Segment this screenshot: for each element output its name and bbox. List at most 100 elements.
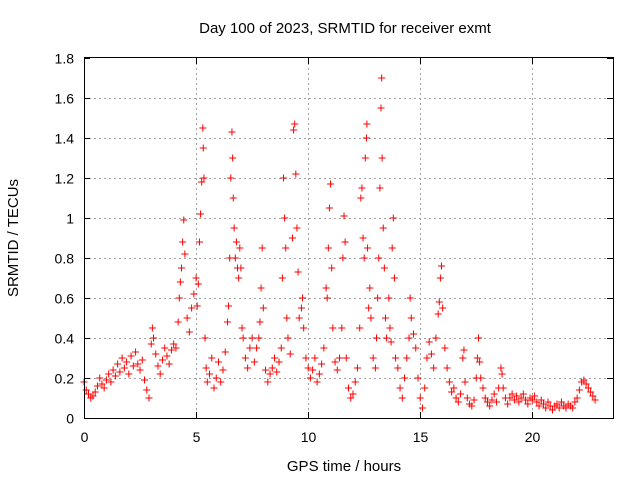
data-point	[403, 354, 411, 362]
data-point	[580, 376, 588, 384]
data-point	[105, 370, 113, 378]
data-point	[134, 360, 142, 368]
data-point	[362, 134, 370, 142]
data-point	[410, 330, 418, 338]
data-point	[304, 364, 312, 372]
y-axis-label: SRMTID / TECUs	[5, 179, 22, 297]
y-tick-label: 0	[66, 411, 74, 427]
data-point	[537, 396, 545, 404]
data-point	[266, 370, 274, 378]
data-point	[513, 392, 521, 400]
data-point	[302, 354, 310, 362]
data-point	[329, 324, 337, 332]
data-point	[174, 318, 182, 326]
data-point	[571, 398, 579, 406]
data-point	[257, 284, 265, 292]
data-point	[127, 352, 135, 360]
data-point	[562, 404, 570, 412]
data-point	[172, 344, 180, 352]
data-point	[179, 238, 187, 246]
data-point	[517, 394, 525, 402]
data-point	[178, 264, 186, 272]
data-point	[141, 376, 149, 384]
data-point	[406, 294, 414, 302]
data-point	[338, 324, 346, 332]
data-point	[212, 374, 220, 382]
data-point	[185, 328, 193, 336]
data-point	[148, 324, 156, 332]
data-point	[340, 212, 348, 220]
data-point	[553, 400, 561, 408]
data-point	[385, 294, 393, 302]
data-point	[229, 154, 237, 162]
data-point	[214, 358, 222, 366]
data-point	[256, 318, 264, 326]
data-point	[235, 274, 243, 282]
data-point	[369, 354, 377, 362]
data-point	[167, 346, 175, 354]
data-point	[91, 388, 99, 396]
data-point	[398, 394, 406, 402]
data-point	[322, 284, 330, 292]
data-point	[531, 392, 539, 400]
data-point	[468, 402, 476, 410]
data-point	[315, 370, 323, 378]
data-point	[533, 398, 541, 406]
data-point	[582, 380, 590, 388]
data-point	[584, 384, 592, 392]
data-point	[381, 314, 389, 322]
data-point	[359, 234, 367, 242]
data-point	[324, 244, 332, 252]
data-point	[360, 254, 368, 262]
data-point	[470, 396, 478, 404]
data-point	[345, 384, 352, 392]
data-point	[418, 404, 426, 412]
data-point	[181, 250, 189, 258]
data-point	[291, 120, 299, 128]
data-point	[286, 350, 294, 358]
data-point	[156, 370, 164, 378]
data-point	[475, 334, 483, 342]
y-tick-label: 0.2	[55, 371, 75, 387]
data-point	[192, 274, 200, 282]
data-point	[193, 302, 201, 310]
data-point	[264, 378, 272, 386]
data-point	[407, 314, 415, 322]
data-point	[165, 360, 173, 368]
data-point	[190, 290, 198, 298]
data-point	[378, 154, 386, 162]
data-point	[589, 392, 597, 400]
data-point	[353, 364, 361, 372]
data-point	[405, 334, 413, 342]
data-point	[258, 244, 266, 252]
data-point	[93, 382, 101, 390]
data-point	[210, 384, 218, 392]
data-point	[497, 364, 505, 372]
data-point	[200, 174, 208, 182]
data-point	[136, 366, 144, 374]
data-point	[364, 244, 372, 252]
data-point	[425, 338, 433, 346]
data-point	[199, 144, 207, 152]
data-points	[80, 74, 599, 414]
data-point	[488, 396, 496, 404]
data-point	[232, 238, 240, 246]
data-point	[183, 314, 191, 322]
data-point	[102, 376, 110, 384]
data-point	[138, 356, 146, 364]
data-point	[392, 354, 400, 362]
data-point	[479, 384, 487, 392]
data-point	[401, 374, 409, 382]
data-point	[390, 274, 398, 282]
data-point	[114, 360, 122, 368]
data-point	[217, 378, 225, 386]
data-point	[311, 354, 319, 362]
data-point	[82, 386, 90, 394]
data-point	[387, 338, 395, 346]
data-point	[176, 278, 184, 286]
data-point	[365, 304, 373, 312]
data-point	[445, 378, 453, 386]
data-point	[238, 324, 246, 332]
data-point	[389, 214, 397, 222]
data-point	[438, 262, 446, 270]
